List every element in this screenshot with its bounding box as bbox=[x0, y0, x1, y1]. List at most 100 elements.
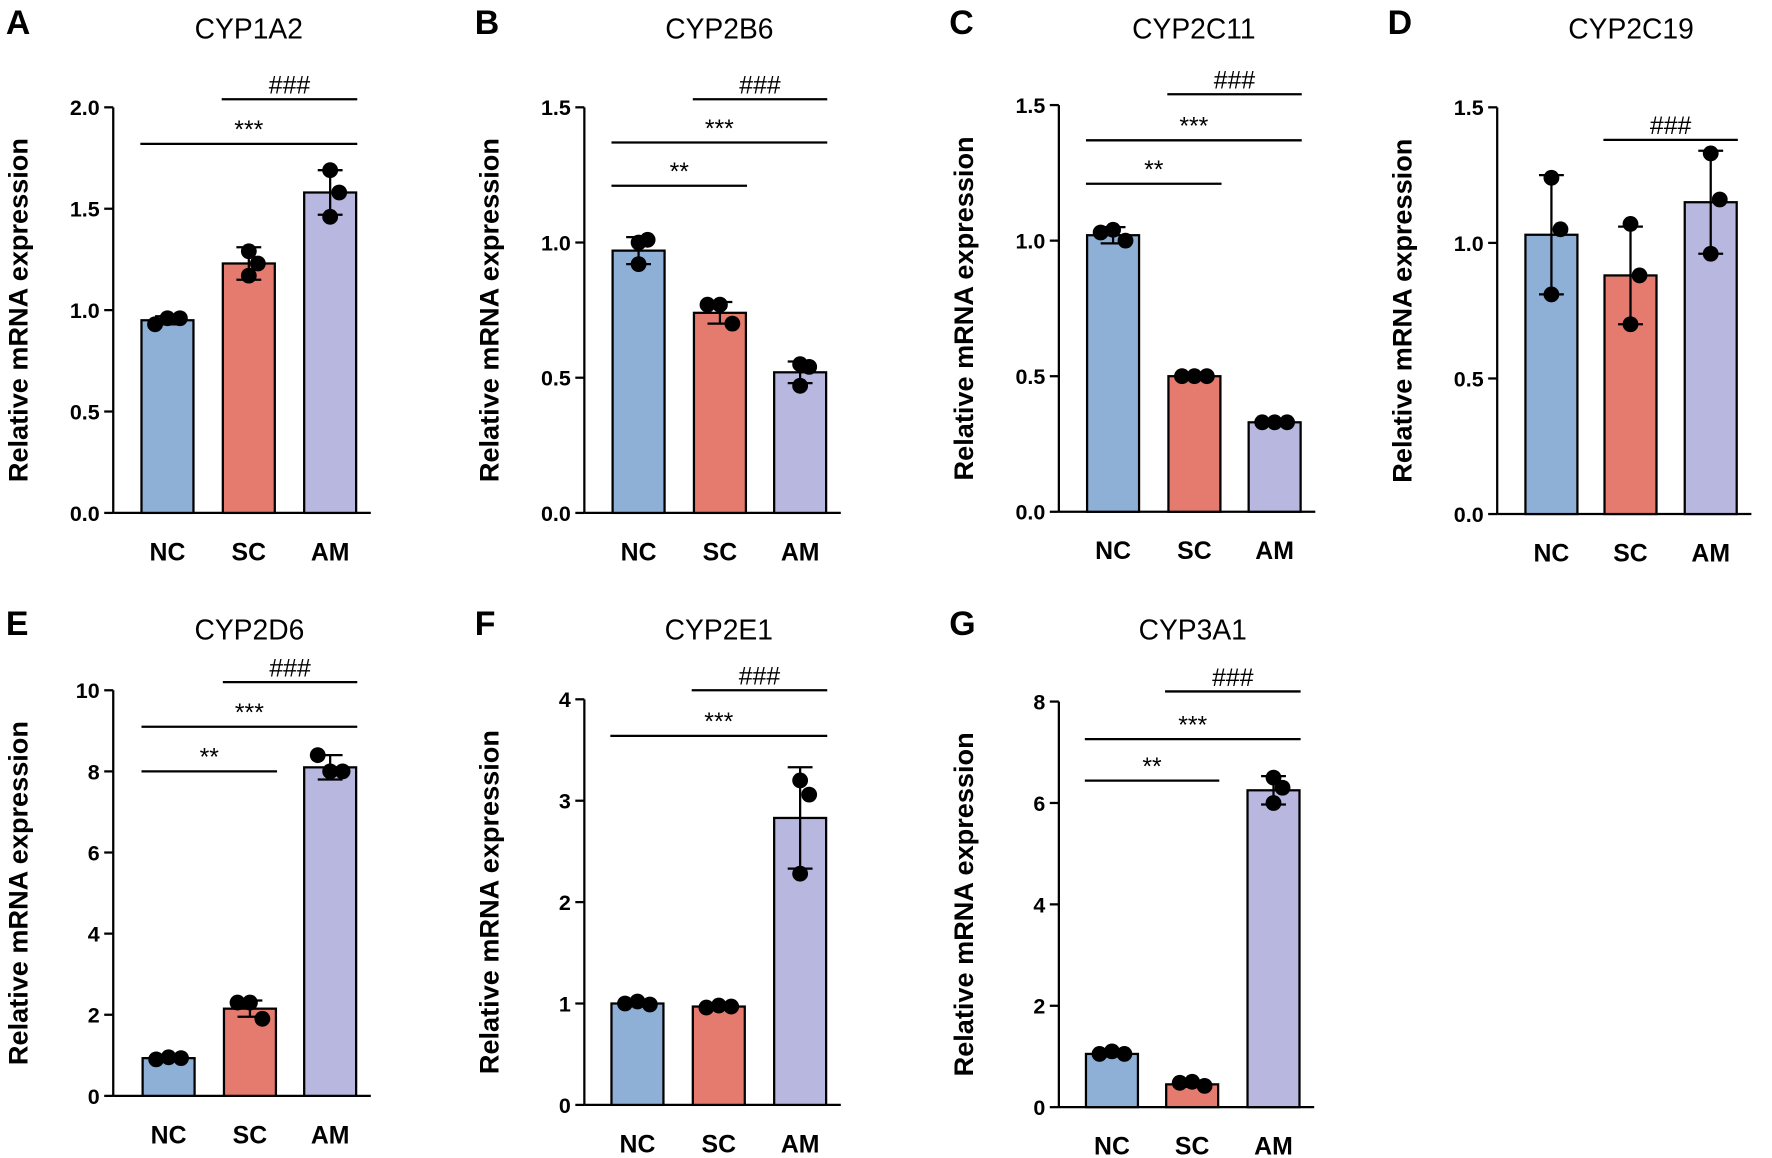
x-tick-label: NC bbox=[150, 539, 186, 566]
y-tick-label: 4 bbox=[559, 688, 571, 712]
chart-title: CYP2C11 bbox=[1132, 12, 1255, 44]
y-tick-label: 0.5 bbox=[1015, 365, 1045, 389]
y-tick-label: 1.0 bbox=[1454, 232, 1484, 256]
significance-label: ** bbox=[670, 159, 690, 186]
x-tick-label: NC bbox=[1094, 1134, 1130, 1158]
data-point bbox=[254, 1010, 271, 1027]
panel-d: D CYP2C19 Relative mRNA expression 0.0 0.5 1.… bbox=[1386, 4, 1752, 567]
y-axis-label: Relative mRNA expression bbox=[2, 721, 33, 1065]
x-tick-label: AM bbox=[781, 1131, 820, 1158]
panel-letter: C bbox=[949, 4, 973, 42]
significance-label: ** bbox=[1144, 157, 1164, 184]
y-axis-label: Relative mRNA expression bbox=[2, 138, 33, 482]
y-tick-label: 0.5 bbox=[1454, 367, 1484, 391]
y-axis-label: Relative mRNA expression bbox=[948, 136, 979, 480]
data-point bbox=[630, 256, 647, 273]
data-point bbox=[1622, 216, 1639, 232]
data-point bbox=[1254, 414, 1271, 431]
bar-nc bbox=[610, 1002, 665, 1107]
data-point bbox=[331, 184, 348, 201]
panel-a: A CYP1A2 Relative mRNA expression 0.0 0.5 1.0… bbox=[2, 4, 371, 566]
bar-nc bbox=[140, 319, 195, 515]
bar-sc bbox=[1167, 375, 1222, 513]
x-tick-label: AM bbox=[311, 539, 350, 566]
bar-nc bbox=[611, 249, 666, 515]
bar-nc bbox=[1524, 233, 1579, 516]
data-point bbox=[1092, 224, 1109, 241]
bar-am bbox=[773, 371, 828, 515]
x-tick-label: NC bbox=[621, 539, 657, 566]
bar-sc bbox=[221, 262, 276, 515]
data-point bbox=[1266, 414, 1283, 431]
y-tick-label: 4 bbox=[1033, 893, 1045, 917]
chart-title: CYP2C19 bbox=[1568, 12, 1694, 44]
data-point bbox=[1196, 1077, 1213, 1094]
significance-label: ### bbox=[1214, 68, 1256, 95]
x-tick-label: SC bbox=[1177, 538, 1212, 565]
y-tick-label: 8 bbox=[1033, 690, 1045, 714]
y-tick-label: 4 bbox=[88, 923, 100, 947]
bar-am bbox=[303, 766, 358, 1097]
y-tick-label: 0.5 bbox=[541, 367, 571, 391]
data-point bbox=[1174, 368, 1190, 385]
data-point bbox=[698, 999, 715, 1016]
y-tick-label: 6 bbox=[88, 841, 100, 865]
data-point bbox=[160, 1049, 177, 1066]
x-tick-label: AM bbox=[1255, 538, 1294, 565]
data-point bbox=[792, 377, 809, 394]
data-point bbox=[1711, 191, 1728, 208]
y-tick-label: 6 bbox=[1033, 792, 1045, 816]
panel-e: E CYP2D6 Relative mRNA expression 0 2 4 6 8 10 NC… bbox=[2, 605, 371, 1149]
data-point bbox=[1631, 267, 1648, 284]
data-point bbox=[639, 231, 656, 248]
data-point bbox=[792, 772, 809, 789]
data-point bbox=[712, 296, 728, 313]
panel-letter: F bbox=[475, 605, 496, 643]
significance-label: ### bbox=[1212, 665, 1254, 692]
significance-label: *** bbox=[1178, 712, 1207, 739]
significance-label: ### bbox=[739, 73, 781, 100]
y-tick-label: 0 bbox=[88, 1085, 100, 1109]
panel-f: F CYP2E1 Relative mRNA expression 0 1 2 3 4 NC SC… bbox=[473, 605, 841, 1158]
y-tick-label: 2 bbox=[559, 891, 571, 915]
panel-letter: G bbox=[949, 605, 975, 643]
data-point bbox=[240, 243, 257, 260]
y-tick-label: 3 bbox=[559, 790, 571, 814]
data-point bbox=[1552, 221, 1569, 238]
y-tick-label: 1.5 bbox=[1015, 94, 1045, 118]
x-tick-label: AM bbox=[1691, 540, 1730, 567]
data-point bbox=[1117, 232, 1134, 249]
data-point bbox=[334, 763, 351, 780]
data-point bbox=[1171, 1074, 1188, 1091]
panel-c: C CYP2C11 Relative mRNA expression 0.0 0.5 1.… bbox=[948, 4, 1316, 565]
x-tick-label: SC bbox=[1613, 540, 1648, 567]
data-point bbox=[699, 296, 716, 313]
y-tick-label: 1.5 bbox=[541, 96, 571, 120]
y-tick-label: 8 bbox=[88, 760, 100, 784]
bar-am bbox=[773, 816, 828, 1107]
significance-label: *** bbox=[704, 709, 733, 736]
x-tick-label: SC bbox=[702, 1131, 737, 1158]
significance-label: *** bbox=[234, 117, 263, 144]
significance-label: *** bbox=[705, 116, 734, 143]
x-tick-label: SC bbox=[703, 539, 738, 566]
y-tick-label: 0.0 bbox=[541, 502, 571, 526]
y-tick-label: 2 bbox=[88, 1004, 100, 1028]
data-point bbox=[1116, 1046, 1133, 1062]
bar-nc bbox=[1084, 1052, 1140, 1109]
data-point bbox=[641, 996, 658, 1013]
significance-label: ### bbox=[269, 656, 311, 683]
data-point bbox=[1702, 145, 1719, 162]
y-tick-label: 0.5 bbox=[70, 400, 100, 424]
x-tick-label: SC bbox=[232, 539, 267, 566]
x-tick-label: NC bbox=[1095, 538, 1131, 565]
data-point bbox=[1274, 779, 1291, 796]
data-point bbox=[240, 267, 257, 284]
data-point bbox=[1543, 169, 1560, 186]
y-axis-label: Relative mRNA expression bbox=[473, 138, 504, 482]
data-point bbox=[1186, 368, 1203, 385]
y-tick-label: 1.0 bbox=[70, 299, 100, 323]
x-tick-label: NC bbox=[620, 1131, 656, 1158]
data-point bbox=[171, 310, 188, 327]
